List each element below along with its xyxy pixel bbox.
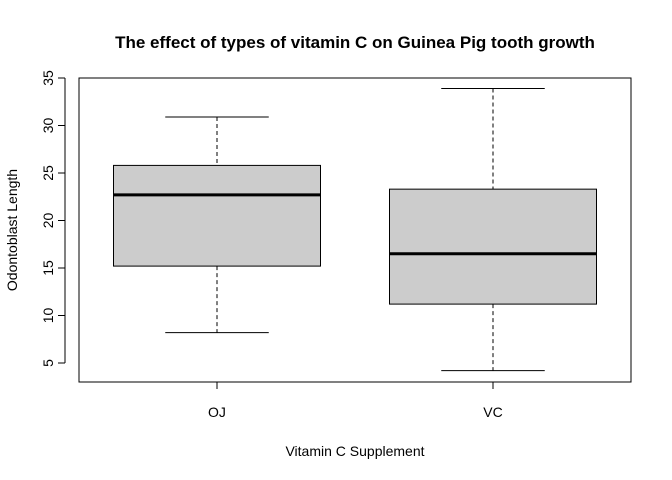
iqr-box [113, 164, 321, 267]
chart-title: The effect of types of vitamin C on Guin… [115, 33, 595, 52]
y-tick-label: 35 [40, 70, 56, 86]
y-tick-label: 30 [40, 118, 56, 134]
y-tick-label: 5 [40, 359, 56, 367]
x-tick-label: OJ [208, 404, 226, 420]
y-axis: 5 10 15 20 25 30 35 [40, 70, 66, 367]
box-oj [113, 116, 321, 334]
y-tick-label: 20 [40, 213, 56, 229]
y-tick-label: 25 [40, 165, 56, 181]
x-tick-label: VC [483, 404, 502, 420]
boxes-group [113, 87, 597, 372]
box-vc [389, 87, 597, 372]
y-axis-label: Odontoblast Length [4, 169, 20, 291]
iqr-box [389, 188, 597, 305]
y-tick-label: 15 [40, 260, 56, 276]
x-axis-label: Vitamin C Supplement [285, 443, 424, 459]
y-tick-label: 10 [40, 308, 56, 324]
x-axis: OJ VC [208, 381, 503, 420]
